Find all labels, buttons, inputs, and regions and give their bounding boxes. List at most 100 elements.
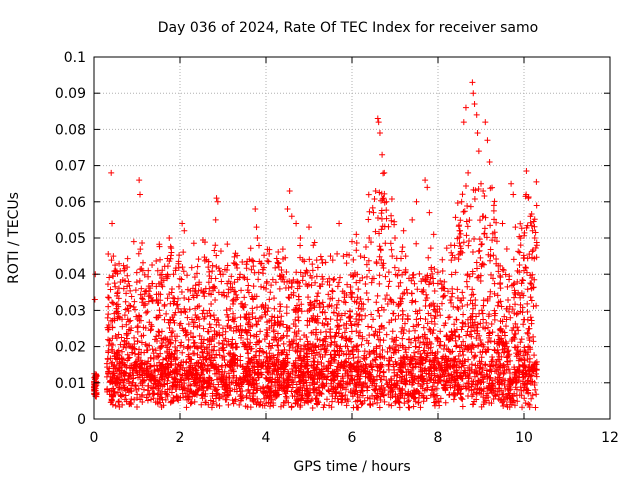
x-axis-label: GPS time / hours bbox=[293, 459, 410, 475]
data-point bbox=[521, 267, 527, 274]
y-tick-labels: 0 0.01 0.02 0.03 0.04 0.05 0.06 0.07 0.08 0.09 0.1 bbox=[55, 50, 86, 428]
data-point bbox=[470, 90, 477, 97]
data-point bbox=[121, 267, 128, 274]
data-point bbox=[166, 235, 173, 241]
data-point bbox=[232, 296, 239, 303]
data-point bbox=[499, 220, 506, 227]
data-point bbox=[424, 184, 431, 191]
data-point bbox=[241, 274, 248, 281]
x-tick-labels: 0 2 4 6 8 10 12 bbox=[90, 430, 619, 446]
data-point bbox=[460, 119, 467, 126]
data-point bbox=[482, 119, 489, 126]
data-point bbox=[349, 238, 355, 245]
data-point bbox=[293, 220, 300, 227]
data-point bbox=[475, 148, 482, 155]
x-tick-label: 2 bbox=[176, 430, 185, 446]
data-point bbox=[254, 235, 261, 241]
data-point bbox=[426, 209, 433, 216]
data-point bbox=[486, 158, 493, 165]
data-point bbox=[114, 289, 121, 296]
y-tick-label: 0.08 bbox=[55, 122, 86, 138]
x-tick-label: 0 bbox=[90, 430, 99, 446]
data-point bbox=[200, 307, 207, 314]
data-point bbox=[376, 130, 383, 137]
y-tick-label: 0.06 bbox=[55, 195, 86, 211]
data-point bbox=[525, 195, 532, 202]
y-tick-label: 0.01 bbox=[55, 376, 86, 392]
data-point bbox=[392, 235, 398, 241]
data-point bbox=[340, 253, 347, 260]
data-point bbox=[357, 253, 364, 260]
data-point bbox=[297, 235, 304, 241]
data-point bbox=[510, 191, 517, 198]
data-point bbox=[310, 242, 317, 249]
data-point bbox=[422, 177, 429, 184]
y-axis-label: ROTI / TECUs bbox=[6, 192, 22, 284]
data-point bbox=[484, 137, 491, 144]
data-point bbox=[366, 235, 373, 241]
data-point bbox=[370, 209, 377, 216]
axis-ticks bbox=[93, 56, 611, 420]
data-point bbox=[533, 242, 540, 249]
data-point bbox=[170, 271, 177, 278]
data-point bbox=[318, 256, 325, 263]
y-tick-label: 0.05 bbox=[55, 231, 86, 247]
data-point bbox=[465, 169, 472, 176]
data-point bbox=[327, 253, 334, 260]
data-point bbox=[179, 220, 186, 227]
data-point bbox=[306, 224, 312, 231]
data-point bbox=[456, 227, 463, 234]
data-point bbox=[374, 115, 381, 122]
data-point bbox=[458, 198, 465, 205]
data-point bbox=[474, 130, 481, 137]
data-point bbox=[109, 220, 116, 227]
data-point bbox=[336, 220, 343, 227]
data-point bbox=[413, 198, 420, 205]
data-point bbox=[91, 296, 98, 303]
data-point bbox=[383, 198, 390, 205]
data-point bbox=[490, 202, 497, 209]
chart-title: Day 036 of 2024, Rate Of TEC Index for r… bbox=[158, 20, 538, 36]
y-tick-label: 0 bbox=[77, 412, 86, 428]
data-point bbox=[136, 177, 143, 184]
data-point bbox=[508, 180, 515, 187]
x-tick-label: 10 bbox=[515, 430, 533, 446]
data-point bbox=[181, 227, 188, 234]
data-point bbox=[409, 216, 416, 223]
data-point bbox=[286, 187, 293, 194]
data-point bbox=[116, 314, 123, 321]
data-point bbox=[252, 206, 259, 213]
y-tick-label: 0.02 bbox=[55, 340, 86, 356]
x-tick-label: 12 bbox=[601, 430, 619, 446]
x-tick-label: 8 bbox=[434, 430, 443, 446]
data-point bbox=[110, 253, 117, 260]
y-tick-label: 0.07 bbox=[55, 159, 86, 175]
y-tick-label: 0.09 bbox=[55, 86, 86, 102]
data-point bbox=[439, 256, 446, 263]
data-point bbox=[275, 263, 282, 270]
data-point bbox=[469, 79, 476, 86]
data-point bbox=[212, 216, 219, 223]
data-point bbox=[512, 224, 519, 231]
y-tick-label: 0.1 bbox=[64, 50, 86, 66]
data-point bbox=[213, 195, 220, 202]
x-tick-label: 6 bbox=[348, 430, 357, 446]
data-points bbox=[91, 79, 540, 411]
data-point bbox=[447, 242, 454, 249]
data-point bbox=[400, 227, 407, 234]
data-point bbox=[372, 187, 379, 194]
data-point bbox=[212, 242, 219, 249]
x-tick-label: 4 bbox=[262, 430, 271, 446]
data-point bbox=[267, 289, 274, 296]
data-point bbox=[531, 235, 538, 241]
data-point bbox=[462, 104, 469, 111]
data-point bbox=[253, 224, 260, 231]
data-point bbox=[430, 231, 437, 238]
data-point bbox=[137, 191, 144, 198]
scatter-cloud bbox=[91, 167, 540, 411]
data-point bbox=[288, 213, 295, 220]
data-point bbox=[527, 213, 534, 220]
data-point bbox=[523, 191, 530, 198]
data-point bbox=[125, 278, 132, 285]
